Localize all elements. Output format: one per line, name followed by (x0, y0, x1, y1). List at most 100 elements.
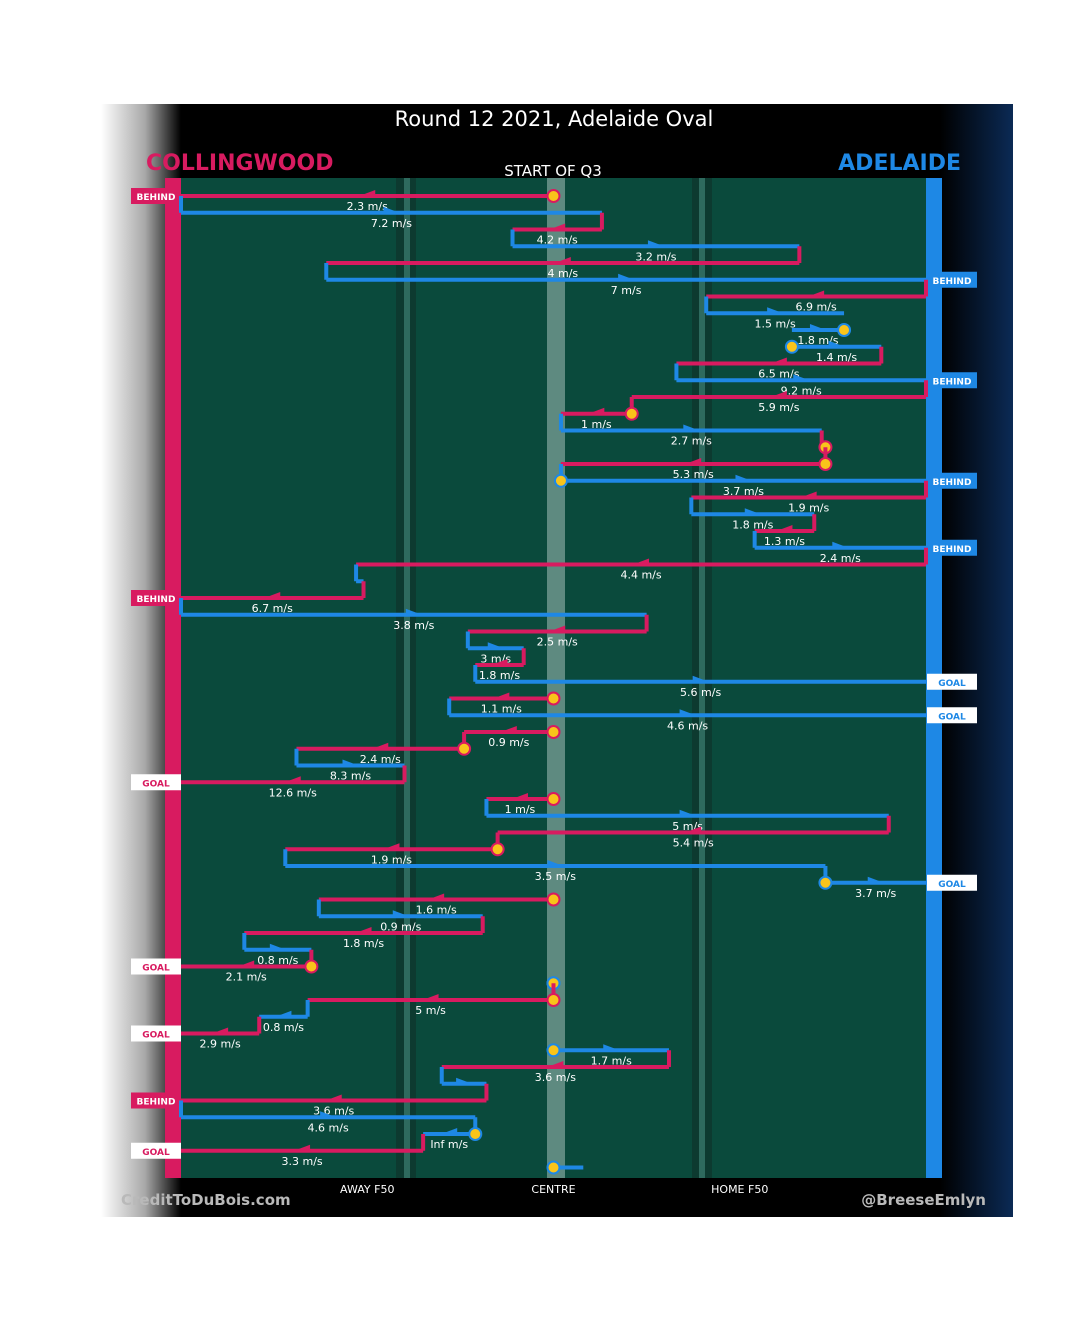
speed-label: 5.4 m/s (673, 837, 714, 850)
stoppage-marker (546, 1160, 561, 1175)
speed-label: 3.2 m/s (635, 250, 676, 263)
speed-label: 2.7 m/s (671, 435, 712, 448)
chain-arrow (405, 608, 422, 615)
speed-label: 5.9 m/s (758, 401, 799, 414)
outcome-label: BEHIND (137, 595, 176, 605)
speed-label: 2.1 m/s (226, 971, 267, 984)
speed-label: Inf m/s (430, 1138, 468, 1151)
speed-label: 5.3 m/s (673, 468, 714, 481)
speed-label: 1.1 m/s (481, 703, 522, 716)
outcome-badge (927, 874, 977, 891)
chain-arrow (618, 273, 635, 280)
outcome-label: GOAL (142, 964, 170, 974)
stoppage-marker (837, 323, 852, 337)
speed-label: 6.9 m/s (796, 301, 837, 314)
chain-arrow (679, 809, 696, 816)
speed-label: 3.8 m/s (393, 619, 434, 632)
outcome-badge (927, 539, 977, 556)
speed-label: 3.7 m/s (855, 887, 896, 900)
chain-arrow (770, 357, 787, 364)
outcome-badge (131, 774, 181, 791)
chain-arrow (776, 525, 793, 531)
collingwood-goal-line (165, 178, 181, 1178)
speed-label: 3.3 m/s (281, 1155, 322, 1168)
chain-arrow (238, 960, 255, 967)
outcome-badge (927, 472, 977, 489)
chain-arrow (549, 625, 566, 632)
outcome-badge (131, 958, 181, 975)
speed-label: 0.9 m/s (488, 736, 529, 749)
adelaide-team-label: ADELAIDE (838, 151, 961, 176)
speed-label: 1.5 m/s (755, 317, 796, 330)
speed-label: 0.8 m/s (263, 1021, 304, 1034)
right-fade (940, 104, 1013, 1217)
chain-arrow (359, 190, 376, 196)
home-f50-line (699, 178, 705, 1178)
chain-arrow (770, 391, 787, 397)
speed-label: 2.4 m/s (820, 552, 861, 565)
stoppage-marker (546, 792, 561, 806)
chain-arrow (679, 709, 696, 716)
speed-label: 1.8 m/s (732, 518, 773, 531)
speed-label: 9.2 m/s (781, 384, 822, 397)
speed-label: 5.6 m/s (680, 686, 721, 699)
chain-arrow (284, 776, 301, 783)
outcome-badge (131, 590, 181, 606)
speed-label: 2.5 m/s (537, 636, 578, 649)
stoppage-marker (546, 993, 561, 1007)
speed-label: 3.6 m/s (535, 1071, 576, 1084)
chain-arrow (493, 692, 510, 699)
speed-label: 7.2 m/s (371, 217, 412, 230)
credit-left: CreditToDuBois.com (121, 1191, 291, 1209)
speed-label: 4.6 m/s (667, 719, 708, 732)
outcome-label: GOAL (142, 1031, 170, 1041)
x-axis-labels: AWAY F50 CENTRE HOME F50 (340, 1183, 768, 1196)
chain-arrow (800, 491, 817, 498)
speed-label: 4.6 m/s (308, 1121, 349, 1134)
outcome-label: GOAL (938, 880, 966, 890)
chain-arrow (647, 240, 664, 247)
chain-arrow (342, 759, 359, 766)
speed-label: 12.6 m/s (269, 786, 317, 799)
outcome-badge (131, 1142, 181, 1159)
speed-label: 1.8 m/s (479, 669, 520, 682)
chain-arrow (554, 257, 571, 263)
chain-arrow (372, 742, 389, 749)
chain-arrow (212, 1027, 229, 1034)
speed-label: 6.7 m/s (252, 602, 293, 615)
stoppage-marker (784, 339, 799, 354)
chain-arrow (867, 876, 884, 883)
speed-label: 8.3 m/s (330, 770, 371, 783)
speed-label: 7 m/s (611, 284, 642, 297)
chain-arrow (422, 994, 439, 1000)
outcome-label: BEHIND (137, 193, 176, 203)
chain-arrow (744, 508, 761, 515)
stoppage-marker (546, 725, 561, 739)
chain-arrow (793, 374, 810, 381)
chain-arrow (809, 324, 826, 330)
speed-label: 1.4 m/s (816, 351, 857, 364)
chain-arrow (491, 659, 508, 665)
outcome-label: GOAL (938, 679, 966, 689)
chain-arrow (735, 474, 752, 481)
chain-arrow (355, 927, 372, 933)
outcome-label: BEHIND (137, 1098, 176, 1108)
outcome-label: BEHIND (933, 478, 972, 488)
stoppage-marker (546, 691, 561, 706)
stoppage-marker (553, 473, 568, 488)
chain-arrow (692, 675, 709, 682)
speed-label: 4.4 m/s (620, 569, 661, 582)
stoppage-marker (546, 189, 561, 203)
x-tick-label: CENTRE (531, 1183, 575, 1196)
chain-arrow (392, 910, 409, 917)
speed-label: 3.5 m/s (535, 870, 576, 883)
outcome-badge (927, 271, 977, 288)
speed-label: 1.7 m/s (591, 1054, 632, 1067)
speed-label: 4 m/s (547, 267, 578, 280)
x-tick-label: HOME F50 (711, 1183, 768, 1196)
collingwood-team-label: COLLINGWOOD (146, 151, 333, 176)
chain-arrow (603, 1044, 620, 1051)
chain-arrow (808, 290, 825, 297)
chain-arrow (588, 407, 605, 414)
chain-arrow (294, 1144, 311, 1151)
